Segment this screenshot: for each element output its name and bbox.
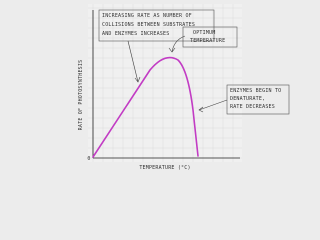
- callout-text: RATE DECREASES: [230, 104, 275, 110]
- callout-text: AND ENZYMES INCREASES: [102, 31, 169, 37]
- callout-text: OPTIMUM: [193, 30, 215, 36]
- grid: [88, 4, 242, 162]
- diagram: 0 RATE OF PHOTOSYNTHESIS TEMPERATURE (°C…: [78, 4, 290, 171]
- callout-arrow: [168, 35, 186, 53]
- graph-paper: [88, 4, 242, 162]
- y-axis-label: RATE OF PHOTOSYNTHESIS: [78, 60, 84, 131]
- callout-box: [98, 9, 215, 42]
- callout-arrow: [198, 99, 228, 113]
- callout-text: ENZYMES BEGIN TO: [230, 88, 281, 94]
- callout-text: DENATURATE,: [230, 96, 265, 102]
- origin-label: 0: [87, 156, 90, 162]
- callout-text: COLLISIONS BETWEEN SUBSTRATES: [102, 22, 195, 28]
- callout-text: INCREASING RATE AS NUMBER OF: [102, 13, 192, 19]
- x-axis-label: TEMPERATURE (°C): [139, 165, 190, 171]
- callout-text: TEMPERATURE: [190, 38, 225, 44]
- callout-arrow: [127, 40, 141, 83]
- rate-curve: [92, 56, 199, 158]
- callout-box: [226, 84, 290, 115]
